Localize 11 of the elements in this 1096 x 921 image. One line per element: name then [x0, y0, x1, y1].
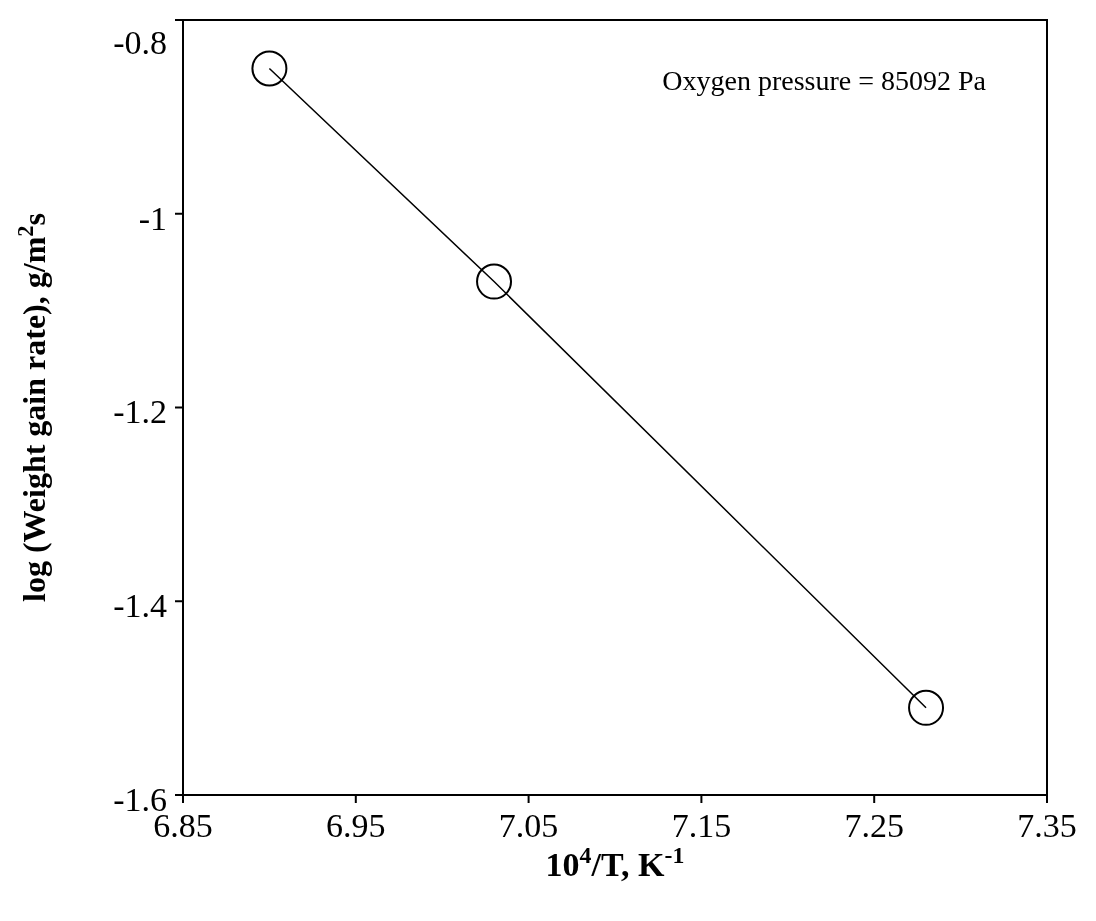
y-tick-label: -1.4 — [113, 587, 167, 625]
y-tick-label: -1.2 — [113, 393, 167, 431]
y-tick-label: -0.8 — [113, 23, 167, 61]
x-tick-label: 7.15 — [671, 807, 732, 845]
x-tick-label: 6.95 — [326, 807, 386, 845]
x-tick-label: 7.25 — [844, 807, 904, 845]
x-axis-title: 10$^{4}$/T, K$^{-1}$ — [545, 842, 685, 883]
x-tick-label: 7.05 — [498, 807, 559, 845]
x-tick-label: 7.35 — [1017, 807, 1077, 845]
annotation: Oxygen pressure = 85092 Pa — [662, 65, 986, 97]
y-tick-label: -1 — [138, 199, 167, 237]
